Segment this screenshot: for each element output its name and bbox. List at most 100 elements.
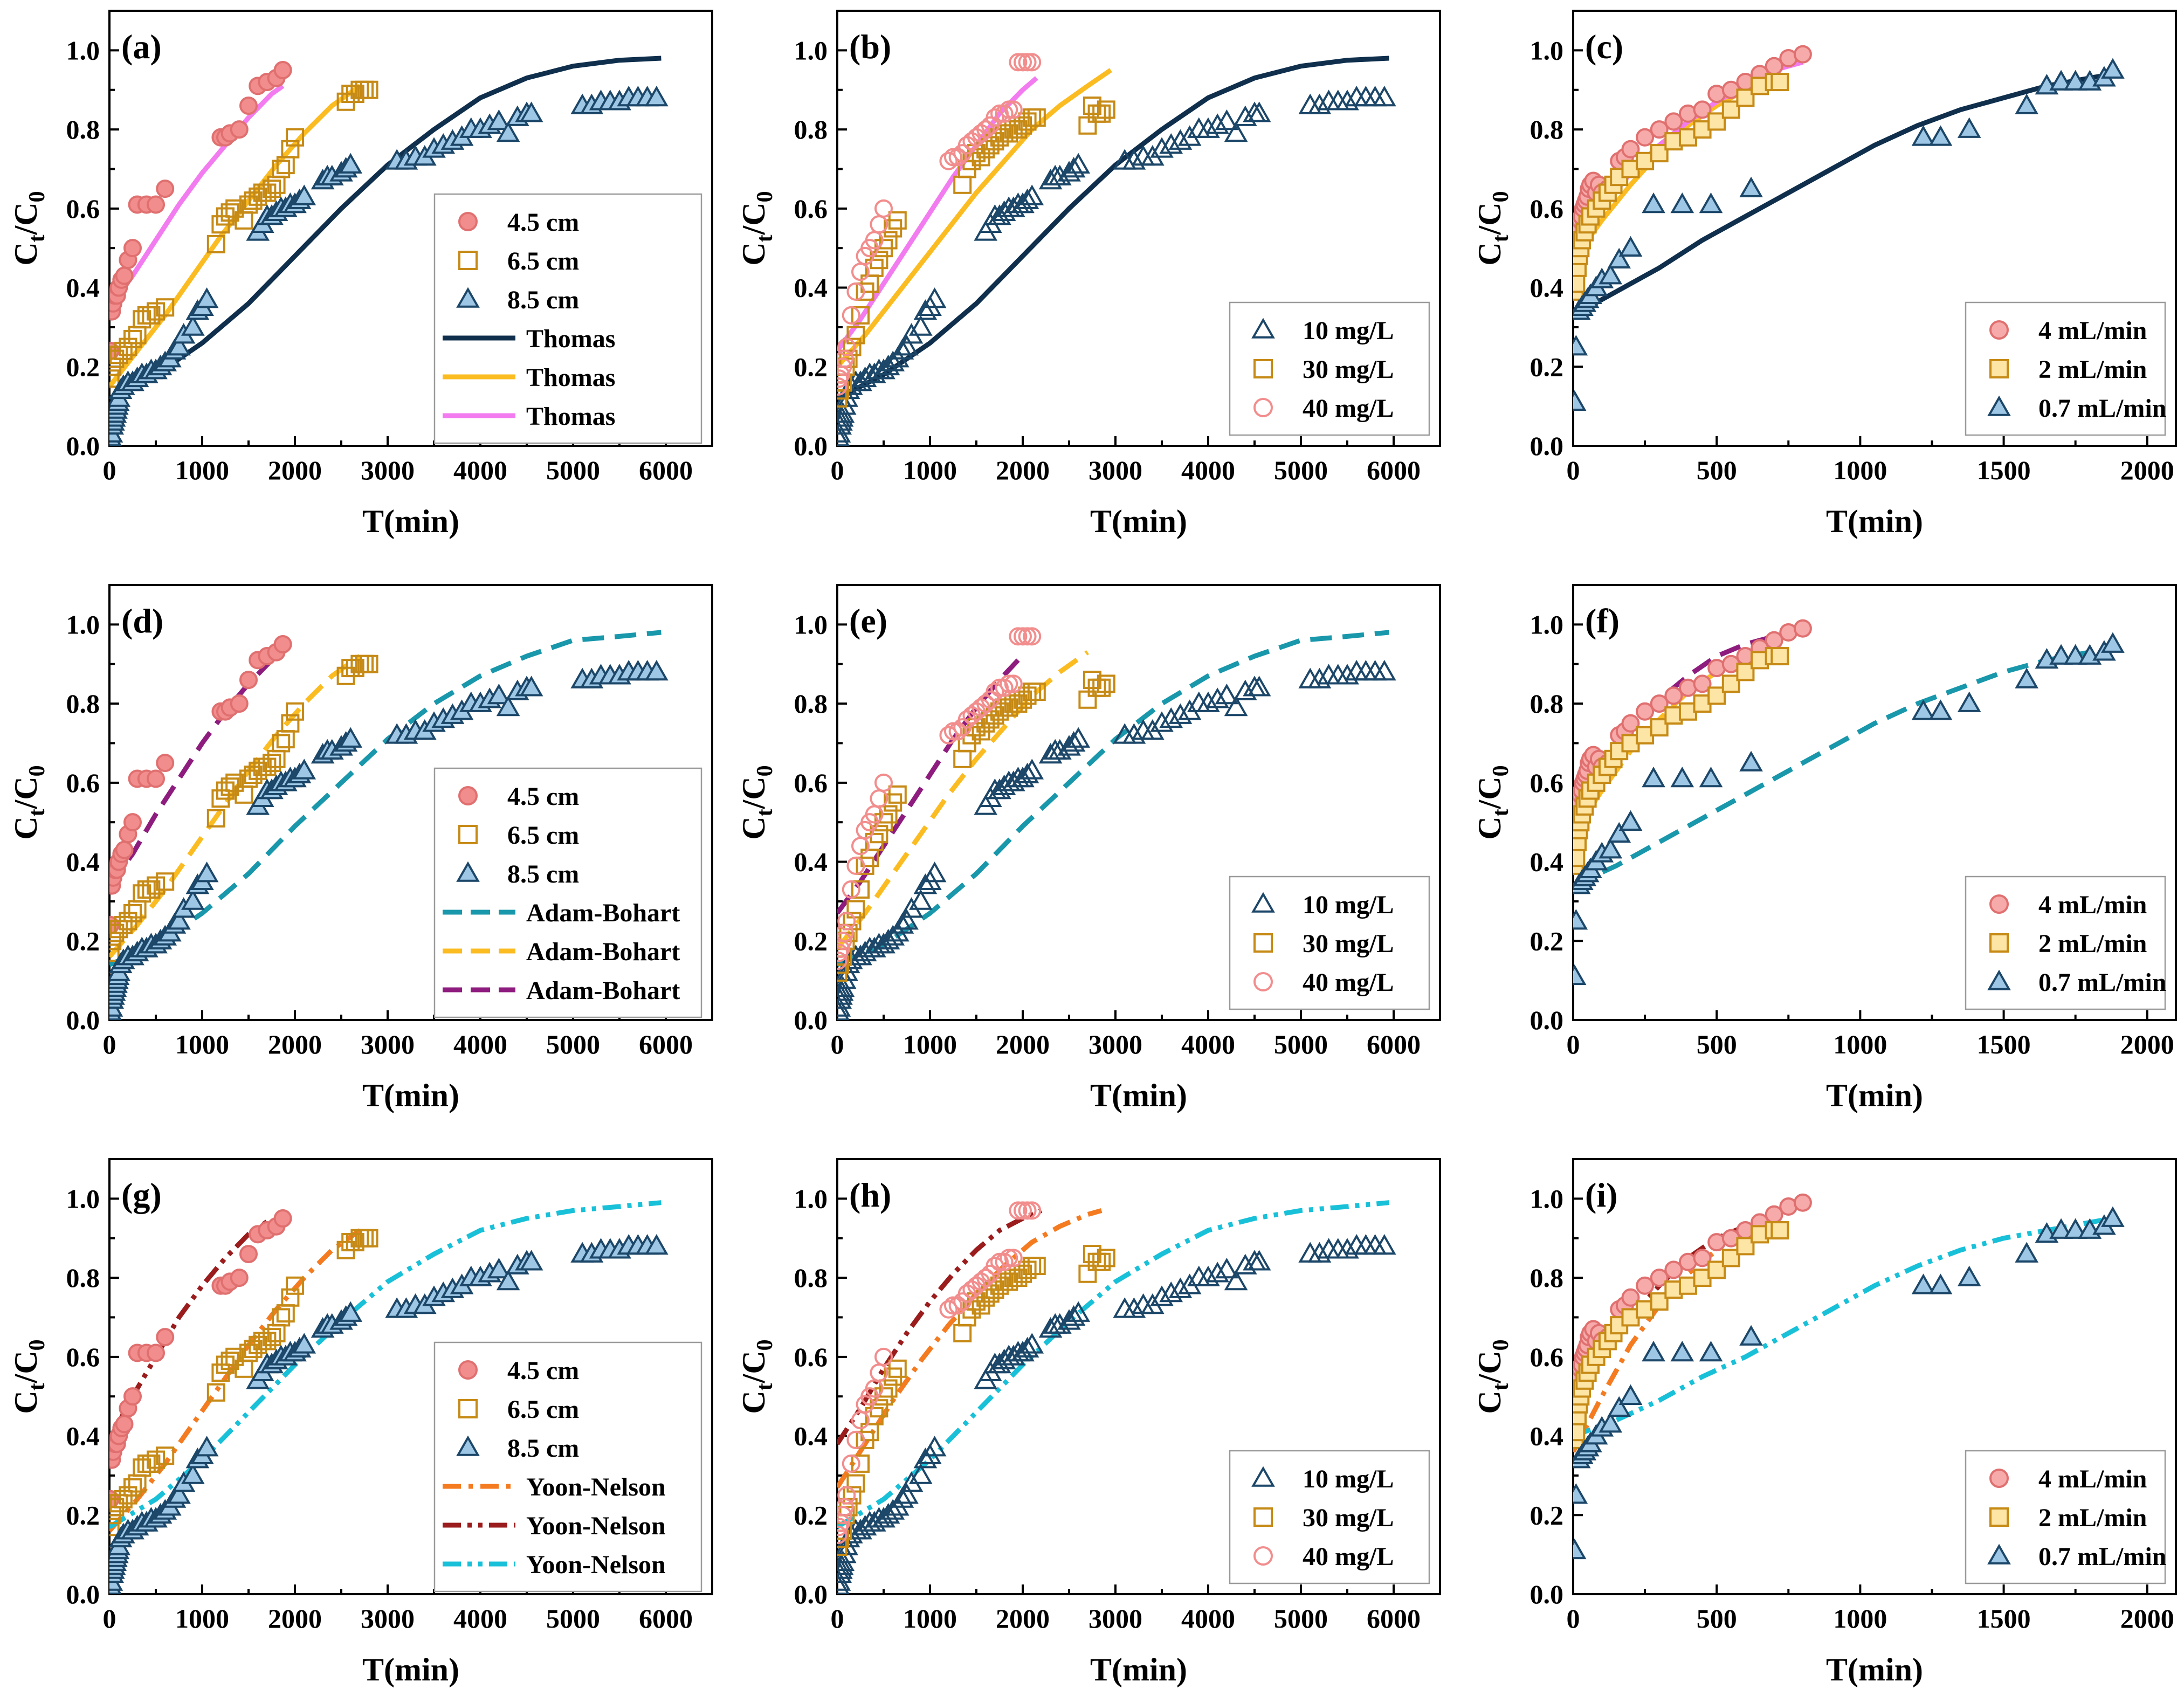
x-axis-label: T(min) (1826, 1078, 1923, 1113)
data-point (263, 1328, 281, 1347)
legend-label: 6.5 cm (507, 1395, 579, 1424)
data-point (1650, 1269, 1669, 1287)
data-point (2101, 632, 2125, 653)
y-axis-label-part: t (25, 1383, 50, 1390)
data-point (837, 951, 848, 970)
data-point (1573, 1483, 1588, 1504)
series-line (837, 630, 1389, 967)
y-tick-label: 0.2 (66, 1500, 100, 1530)
y-tick-label: 0.2 (794, 1500, 828, 1530)
data-point (519, 101, 543, 122)
data-point (1023, 53, 1042, 72)
data-point (1928, 699, 1953, 720)
data-point (908, 315, 933, 336)
data-point (1159, 707, 1183, 728)
data-point (1150, 137, 1174, 158)
x-tick-label: 5000 (1274, 1603, 1328, 1634)
x-tick-label: 6000 (1367, 1603, 1421, 1634)
legend-label: Thomas (526, 325, 615, 353)
data-point (842, 880, 860, 899)
data-point (147, 1343, 165, 1362)
x-tick-label: 6000 (639, 1603, 693, 1634)
data-point (1122, 1297, 1146, 1318)
x-tick-label: 6000 (1367, 455, 1421, 485)
legend: 4.5 cm 6.5 cm 8.5 cm Adam-Bohart Adam-Bohart… (433, 767, 702, 1018)
y-axis-label-part: /C (736, 1350, 771, 1383)
panel-label: (c) (1585, 27, 1623, 66)
y-axis-label-part: t (753, 809, 777, 816)
data-point (272, 734, 291, 753)
data-point (837, 1000, 850, 1020)
x-tick-label: 500 (1697, 1603, 1737, 1634)
x-tick-label: 5000 (546, 1603, 600, 1634)
data-point (167, 909, 191, 930)
legend-marker (1253, 398, 1273, 417)
panel-label: (i) (1585, 1176, 1617, 1214)
data-point (1664, 686, 1683, 705)
legend-marker (1253, 359, 1273, 378)
data-point (1009, 53, 1028, 72)
legend-label: 2 mL/min (2038, 355, 2147, 384)
data-point (1573, 849, 1586, 867)
chart-panel-a: 0 1000 2000 3000 4000 5000 6000 0.0 0.2 0.4 0.6 0.8… (8, 10, 713, 539)
data-point (1636, 128, 1655, 147)
series-line (837, 1200, 1389, 1529)
x-tick-label: 1000 (175, 1029, 229, 1059)
legend-marker (1989, 933, 2009, 953)
data-point (995, 104, 1014, 123)
data-point (879, 805, 898, 824)
data-point (1699, 1341, 1723, 1362)
data-point (346, 1233, 364, 1252)
chart-panel-h: 0 1000 2000 3000 4000 5000 6000 0.0 0.2 0.4 0.6 0.8… (736, 1158, 1441, 1687)
data-point (225, 199, 244, 218)
y-axis-label-part: /C (1472, 202, 1507, 235)
data-point (939, 726, 958, 745)
data-point (1023, 627, 1042, 646)
chart-panel-d: 0 1000 2000 3000 4000 5000 6000 0.0 0.2 0.4 0.6 0.8… (8, 584, 713, 1113)
data-point (908, 889, 933, 910)
data-point (2015, 667, 2039, 688)
data-point (874, 773, 893, 792)
data-point (944, 722, 962, 741)
data-point (2049, 70, 2073, 91)
legend-label: 6.5 cm (507, 821, 579, 850)
data-point (123, 1387, 142, 1406)
legend-marker (1987, 395, 2011, 416)
data-point (1307, 1242, 1332, 1263)
data-point (1196, 117, 1220, 138)
plot-frame (108, 1158, 713, 1595)
data-point (339, 153, 363, 174)
legend-marker (458, 251, 478, 270)
data-point (851, 880, 870, 899)
x-tick-label: 4000 (453, 1603, 507, 1634)
data-point (496, 1269, 520, 1291)
y-axis-label-part: C (736, 816, 771, 839)
x-tick-label: 0 (831, 1029, 844, 1059)
legend-label: Yoon-Nelson (526, 1512, 666, 1540)
data-point (1770, 73, 1789, 92)
y-tick-label: 0.4 (794, 1421, 828, 1451)
y-tick-label: 0.4 (794, 273, 828, 303)
data-point (147, 302, 165, 321)
data-point (1793, 45, 1812, 64)
y-tick-label: 1.0 (1530, 35, 1564, 65)
data-point (156, 1328, 175, 1347)
legend-marker (456, 1435, 480, 1456)
x-tick-label: 4000 (453, 1029, 507, 1059)
data-point (272, 160, 291, 178)
data-point (281, 714, 300, 733)
data-point (206, 1383, 225, 1402)
data-point (948, 722, 967, 741)
x-tick-label: 1500 (1977, 1029, 2031, 1059)
data-point (1018, 627, 1037, 646)
legend-label: 40 mg/L (1303, 968, 1394, 997)
x-tick-label: 6000 (1367, 1029, 1421, 1059)
y-axis-label-part: C (736, 1390, 771, 1414)
legend-label: 30 mg/L (1303, 1504, 1394, 1532)
data-point (137, 306, 156, 325)
data-point (1618, 810, 1643, 831)
data-point (1335, 1238, 1359, 1259)
data-point (1168, 703, 1193, 724)
y-axis-label-part: t (753, 1383, 777, 1390)
data-point (230, 120, 249, 139)
